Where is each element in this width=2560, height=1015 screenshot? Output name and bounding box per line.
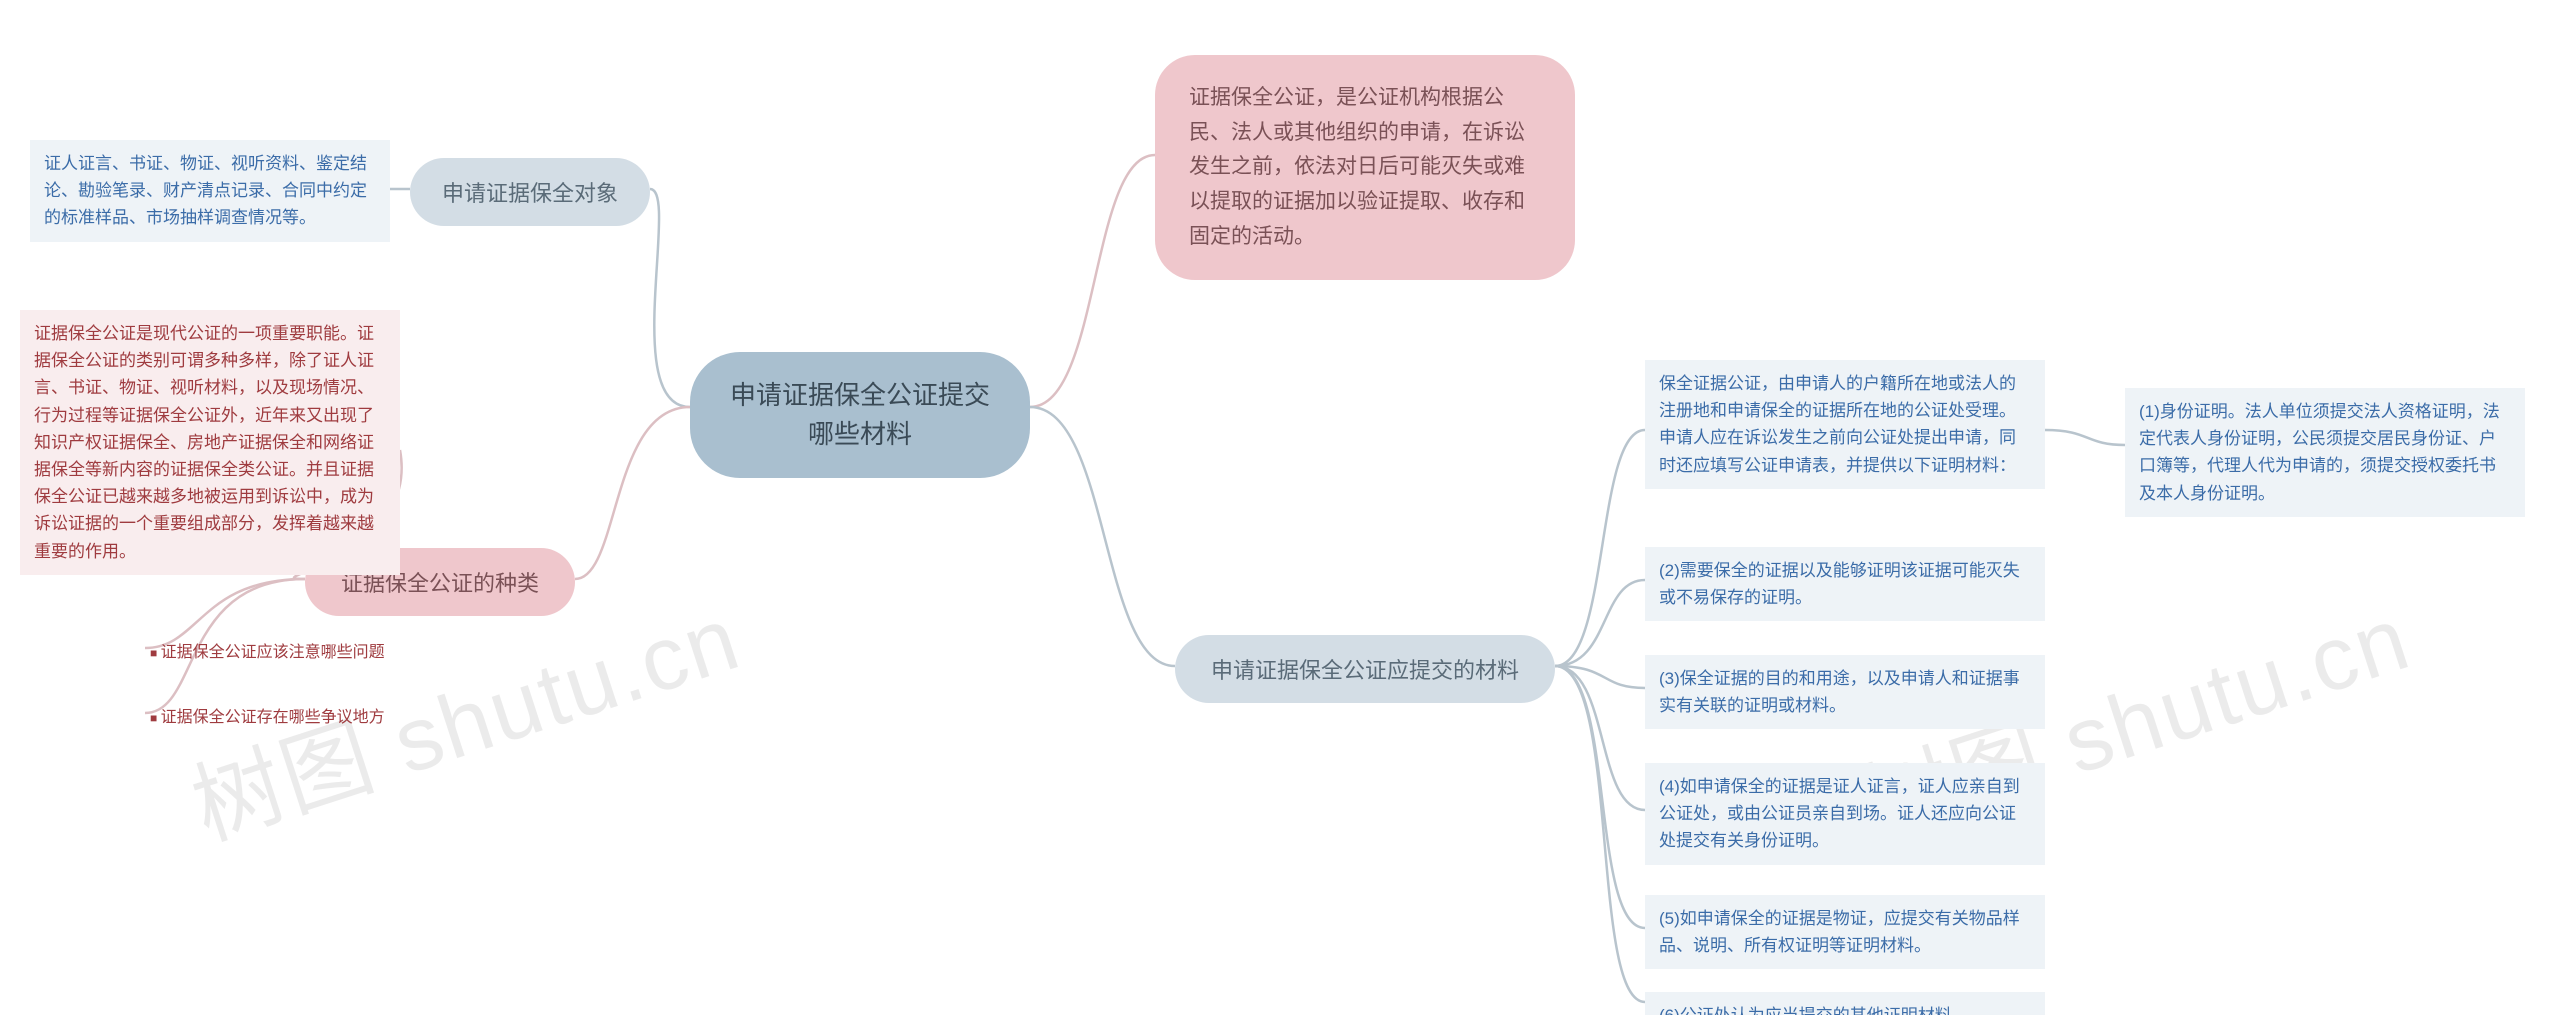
leaf-material-5: (5)如申请保全的证据是物证，应提交有关物品样品、说明、所有权证明等证明材料。 bbox=[1645, 895, 2045, 969]
bullet-types-2: 证据保全公证存在哪些争议地方 bbox=[150, 705, 385, 731]
bullet-types-1: 证据保全公证应该注意哪些问题 bbox=[150, 640, 385, 666]
leaf-materials-intro: 保全证据公证，由申请人的户籍所在地或法人的注册地和申请保全的证据所在地的公证处受… bbox=[1645, 360, 2045, 489]
leaf-objects-detail: 证人证言、书证、物证、视听资料、鉴定结论、勘验笔录、财产清点记录、合同中约定的标… bbox=[30, 140, 390, 242]
leaf-material-1: (1)身份证明。法人单位须提交法人资格证明，法定代表人身份证明，公民须提交居民身… bbox=[2125, 388, 2525, 517]
branch-materials[interactable]: 申请证据保全公证应提交的材料 bbox=[1175, 635, 1555, 703]
branch-objects[interactable]: 申请证据保全对象 bbox=[410, 158, 650, 226]
leaf-material-3: (3)保全证据的目的和用途，以及申请人和证据事实有关联的证明或材料。 bbox=[1645, 655, 2045, 729]
branch-definition[interactable]: 证据保全公证，是公证机构根据公民、法人或其他组织的申请，在诉讼发生之前，依法对日… bbox=[1155, 55, 1575, 280]
leaf-material-6: (6)公证处认为应当提交的其他证明材料。 bbox=[1645, 992, 2045, 1015]
leaf-material-4: (4)如申请保全的证据是证人证言，证人应亲自到公证处，或由公证员亲自到场。证人还… bbox=[1645, 763, 2045, 865]
leaf-material-2: (2)需要保全的证据以及能够证明该证据可能灭失或不易保存的证明。 bbox=[1645, 547, 2045, 621]
center-node[interactable]: 申请证据保全公证提交哪些材料 bbox=[690, 352, 1030, 478]
leaf-types-detail: 证据保全公证是现代公证的一项重要职能。证据保全公证的类别可谓多种多样，除了证人证… bbox=[20, 310, 400, 575]
